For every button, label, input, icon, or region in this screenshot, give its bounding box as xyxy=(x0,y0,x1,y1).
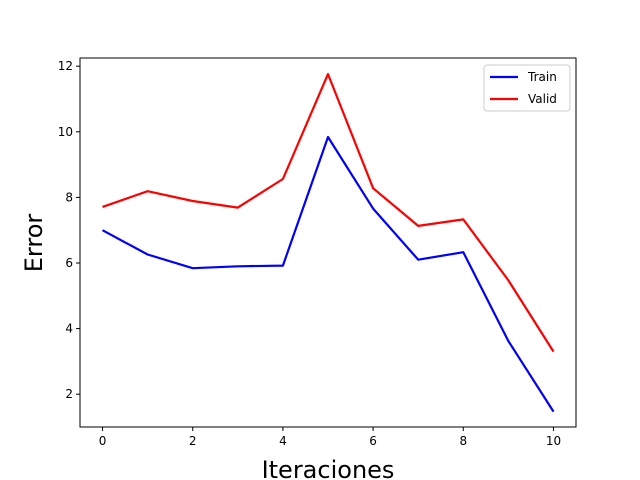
x-axis: 0 2 4 6 8 10 xyxy=(99,427,561,448)
legend-box xyxy=(483,64,571,112)
y-axis-title: Error xyxy=(20,214,48,273)
y-axis: 2 4 6 8 10 12 xyxy=(58,59,80,401)
y-tick-label: 2 xyxy=(65,387,73,401)
plot-area xyxy=(80,58,576,427)
series-line-valid xyxy=(102,72,555,353)
legend: Train Valid xyxy=(483,64,571,112)
y-tick-label: 12 xyxy=(58,59,73,73)
x-tick-label: 4 xyxy=(279,434,287,448)
x-tick-label: 0 xyxy=(99,434,107,448)
x-tick-label: 8 xyxy=(459,434,467,448)
plot-frame xyxy=(79,57,577,428)
x-tick-label: 6 xyxy=(369,434,377,448)
x-tick-label: 2 xyxy=(189,434,197,448)
legend-label-train: Train xyxy=(527,70,557,84)
x-tick-label: 10 xyxy=(546,434,561,448)
y-tick-label: 8 xyxy=(65,190,73,204)
legend-label-valid: Valid xyxy=(528,92,557,106)
x-axis-title: Iteraciones xyxy=(262,456,395,480)
y-tick-label: 6 xyxy=(65,256,73,270)
y-tick-label: 4 xyxy=(65,322,73,336)
series-layer xyxy=(101,72,555,413)
series-line-train xyxy=(101,135,555,413)
y-tick-label: 10 xyxy=(58,125,73,139)
